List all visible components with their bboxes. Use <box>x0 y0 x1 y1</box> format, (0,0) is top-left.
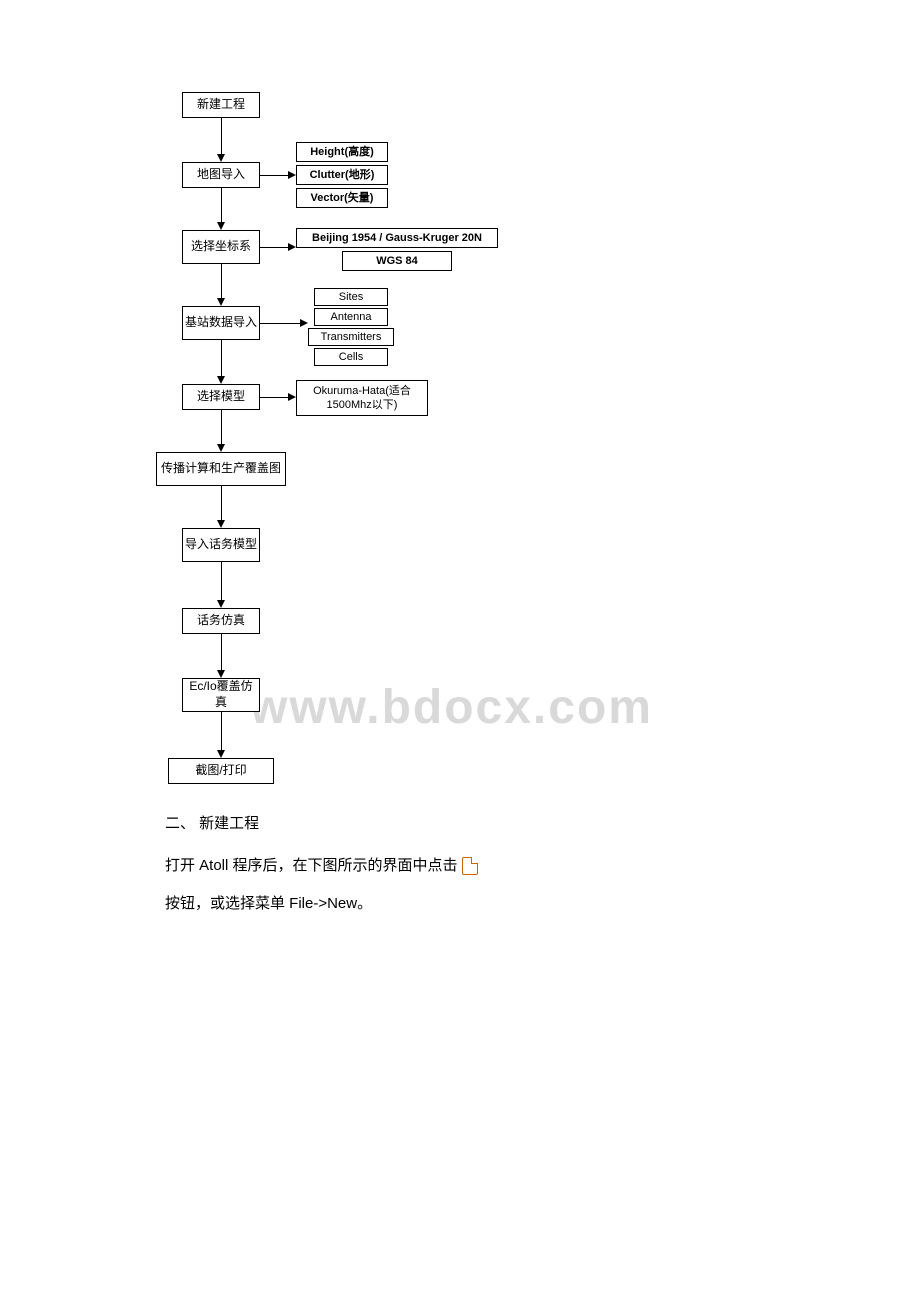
line1-text: 打开 Atoll 程序后，在下图所示的界面中点击 <box>165 857 458 874</box>
node-new-project: 新建工程 <box>182 92 260 118</box>
section-heading: 二、 新建工程 <box>165 810 259 837</box>
detail-antenna: Antenna <box>314 308 388 326</box>
node-screenshot-print: 截图/打印 <box>168 758 274 784</box>
node-ecio-sim: Ec/Io覆盖仿真 <box>182 678 260 712</box>
body-line-2: 按钮，或选择菜单 File->New。 <box>165 890 372 917</box>
detail-beijing1954: Beijing 1954 / Gauss-Kruger 20N <box>296 228 498 248</box>
body-line-1: 打开 Atoll 程序后，在下图所示的界面中点击 <box>165 852 478 879</box>
new-file-icon <box>462 857 478 875</box>
flowchart-diagram: www.bdocx.com 新建工程 地图导入 选择坐标系 基站数据导入 选择模… <box>0 0 920 920</box>
detail-wgs84: WGS 84 <box>342 251 452 271</box>
node-map-import: 地图导入 <box>182 162 260 188</box>
node-traffic-sim: 话务仿真 <box>182 608 260 634</box>
detail-sites: Sites <box>314 288 388 306</box>
node-basestation-import: 基站数据导入 <box>182 306 260 340</box>
detail-vector: Vector(矢量) <box>296 188 388 208</box>
node-select-coords: 选择坐标系 <box>182 230 260 264</box>
detail-transmitters: Transmitters <box>308 328 394 346</box>
detail-height: Height(高度) <box>296 142 388 162</box>
node-traffic-import: 导入话务模型 <box>182 528 260 562</box>
watermark-text: www.bdocx.com <box>250 680 653 735</box>
node-select-model: 选择模型 <box>182 384 260 410</box>
detail-cells: Cells <box>314 348 388 366</box>
detail-okuruma-hata: Okuruma-Hata(适合1500Mhz以下) <box>296 380 428 416</box>
detail-clutter: Clutter(地形) <box>296 165 388 185</box>
node-propagation-calc: 传播计算和生产覆盖图 <box>156 452 286 486</box>
